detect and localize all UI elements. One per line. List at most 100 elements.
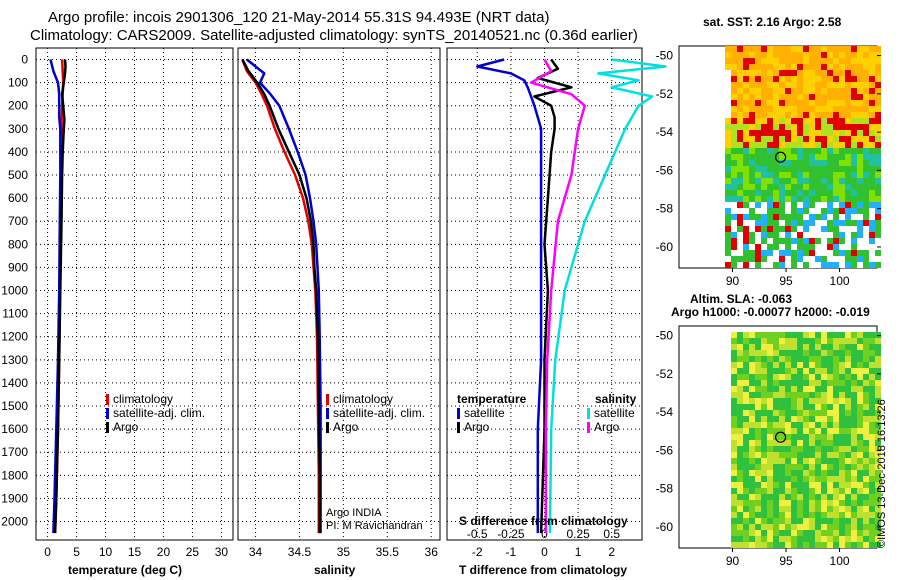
legend-swatch (106, 422, 109, 434)
s-tick-label: -0.25 (497, 527, 525, 541)
series-line (476, 58, 543, 534)
legend-label: Argo (333, 420, 359, 434)
series-line (241, 58, 321, 534)
legend-label: satellite-adj. clim. (113, 406, 206, 420)
x-tick-label: 5 (73, 545, 80, 559)
depth-tick-label: 100 (8, 76, 28, 90)
x-tick-label: 2 (608, 545, 615, 559)
x-tick-label: 10 (99, 545, 113, 559)
s-tick-label: 0 (541, 527, 548, 541)
depth-tick-label: 700 (8, 214, 28, 228)
legend-item-satellite: satellite-adj. clim. (106, 406, 205, 420)
legend-label: Argo (594, 420, 620, 434)
depth-tick-label: 1100 (2, 307, 28, 321)
legend-item-s-argo: Argo (587, 420, 636, 434)
legend-label: satellite (594, 406, 635, 420)
depth-tick-label: 1400 (1, 376, 28, 390)
legend-label: Argo (464, 420, 490, 434)
depth-tick-label: 500 (8, 168, 28, 182)
legend-swatch (457, 422, 460, 434)
series-line (246, 58, 322, 534)
temperature-legend: climatology satellite-adj. clim. Argo (106, 392, 205, 434)
annotation-line: PI: M Ravichandran (326, 520, 423, 532)
legend-label: climatology (113, 392, 174, 406)
s-tick-label: 0.5 (603, 527, 620, 541)
legend-item-t-satellite: satellite (457, 406, 526, 420)
legend-swatch (106, 408, 109, 420)
depth-tick-label: 1200 (1, 330, 28, 344)
salinity-annotation: Argo INDIA PI: M Ravichandran (326, 507, 423, 533)
diff-legend-salinity: salinity satellite Argo (587, 392, 636, 434)
footer-credit: ©IMOS 13-Dec-2018 16:13:26 (876, 399, 888, 548)
salinity-panel: 34 34.5 35 35.5 36 (237, 47, 441, 559)
x-tick-label: 20 (157, 545, 171, 559)
legend-swatch (587, 408, 590, 420)
depth-tick-label: 1000 (1, 284, 28, 298)
x-tick-label: 34 (249, 545, 263, 559)
x-tick-label: 35.5 (376, 545, 400, 559)
series-line (548, 58, 667, 534)
temperature-xlabel: temperature (deg C) (68, 563, 183, 577)
legend-item-climatology: climatology (326, 392, 425, 406)
legend-swatch (587, 422, 590, 434)
series-line (49, 59, 62, 534)
t-diff-xlabel: T difference from climatology (459, 563, 628, 577)
salinity-xlabel: salinity (314, 563, 356, 577)
depth-tick-label: 600 (8, 191, 28, 205)
legend-item-argo: Argo (326, 420, 425, 434)
legend-heading: temperature (457, 392, 527, 406)
legend-label: satellite-adj. clim. (333, 406, 426, 420)
depth-tick-label: 1900 (1, 491, 28, 505)
depth-tick-label: 1500 (1, 399, 28, 413)
annotation-line: Argo INDIA (326, 507, 382, 519)
depth-tick-label: 1600 (1, 422, 28, 436)
legend-swatch (326, 422, 329, 434)
series-line (529, 58, 587, 534)
figure-subtitle: Climatology: CARS2009. Satellite-adjuste… (30, 27, 638, 44)
depth-tick-label: 800 (8, 237, 28, 251)
difference-panel: -2 -1 0 1 2 -0.5 -0.25 0 0.25 0.5 (446, 47, 667, 559)
panel-frame (237, 47, 441, 541)
x-tick-label: -2 (472, 545, 483, 559)
legend-item-satellite: satellite-adj. clim. (326, 406, 425, 420)
x-tick-label: 30 (215, 545, 229, 559)
x-tick-label: 15 (128, 545, 142, 559)
x-tick-label: 25 (186, 545, 200, 559)
legend-swatch (106, 394, 109, 406)
x-tick-label: 1 (575, 545, 582, 559)
figure-title: Argo profile: incois 2901306_120 21-May-… (48, 9, 550, 26)
s-tick-label: -0.5 (467, 527, 488, 541)
series-line (241, 59, 321, 534)
series-line (533, 58, 573, 534)
sla-map-subtitle: Argo h1000: -0.00077 h2000: -0.019 (671, 305, 870, 319)
depth-tick-label: 1800 (1, 468, 28, 482)
legend-item-t-argo: Argo (457, 420, 526, 434)
x-tick-label: 0 (44, 545, 51, 559)
panel-frame (35, 47, 234, 541)
depth-tick-label: 0 (21, 53, 28, 67)
legend-item-s-satellite: satellite (587, 406, 636, 420)
depth-tick-label: 400 (8, 145, 28, 159)
x-tick-label: 34.5 (288, 545, 312, 559)
depth-tick-label: 2000 (1, 515, 28, 529)
salinity-legend: climatology satellite-adj. clim. Argo (326, 392, 425, 434)
x-tick-label: 36 (425, 545, 439, 559)
x-tick-label: 0 (541, 545, 548, 559)
diff-legend-temperature: temperature satellite Argo (457, 392, 526, 434)
legend-heading: salinity (595, 392, 637, 406)
temperature-panel: 0 5 10 15 20 25 30 (35, 47, 234, 559)
s-tick-label: 0.25 (566, 527, 590, 541)
legend-label: Argo (113, 420, 139, 434)
depth-axis: 0 100 200 300 400 500 600 700 800 900 1000 1100 1200… (1, 53, 28, 529)
sla-map-title: Altim. SLA: -0.063 (690, 292, 793, 306)
series-line (53, 59, 67, 534)
legend-item-climatology: climatology (106, 392, 205, 406)
depth-tick-label: 1700 (1, 445, 28, 459)
legend-label: satellite (464, 406, 505, 420)
legend-item-argo: Argo (106, 420, 205, 434)
legend-swatch (457, 408, 460, 420)
depth-tick-label: 1300 (1, 353, 28, 367)
depth-tick-label: 200 (8, 99, 28, 113)
x-tick-label: 35 (337, 545, 351, 559)
